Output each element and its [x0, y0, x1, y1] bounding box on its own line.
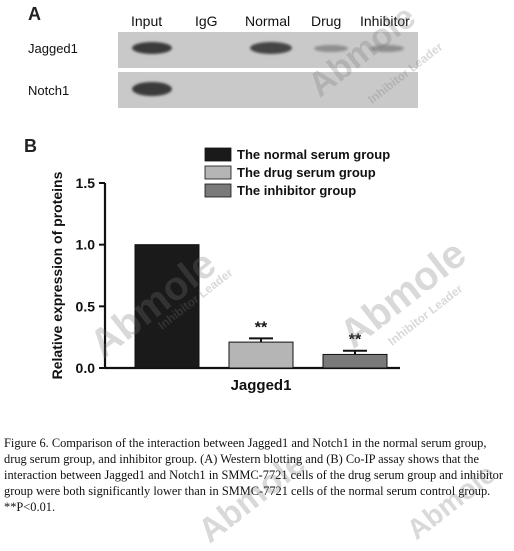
blot-row-label-notch1: Notch1	[28, 83, 70, 98]
significance-label: **	[255, 319, 268, 336]
bar-chart: 0.0 0.5 1.0 1.5 Relative expression of prote…	[49, 147, 400, 394]
figure-caption: Figure 6. Comparison of the interaction …	[4, 436, 503, 514]
x-category-label: Jagged1	[231, 377, 292, 394]
lane-label-normal: Normal	[245, 13, 291, 29]
band-jagged1-inhibitor	[370, 45, 404, 52]
band-jagged1-normal	[250, 42, 292, 54]
y-tick-label: 1.5	[76, 175, 96, 191]
figure-page: A Input IgG Normal Drug Inhibitor Jagged…	[4, 0, 503, 550]
y-tick-label: 1.0	[76, 237, 96, 253]
bar-1	[134, 244, 200, 369]
legend-swatch-2	[204, 165, 232, 180]
y-axis-label: Relative expression of proteins	[49, 171, 65, 379]
blot-row-label-jagged1: Jagged1	[28, 41, 78, 56]
lane-label-igg: IgG	[195, 13, 218, 29]
blot-strip-notch1	[118, 72, 418, 108]
y-tick-label: 0.5	[76, 298, 96, 314]
lane-label-input: Input	[131, 13, 163, 29]
lane-label-inhibitor: Inhibitor	[360, 13, 410, 29]
band-jagged1-drug	[314, 45, 348, 52]
legend-swatch-3	[204, 183, 232, 198]
blot-strip-jagged1	[118, 32, 418, 68]
bar-3	[322, 353, 388, 369]
legend-label-3: The inhibitor group	[237, 183, 356, 198]
bar-2	[228, 341, 294, 369]
band-jagged1-input	[132, 42, 172, 54]
band-notch1-input	[132, 82, 172, 96]
legend-label-2: The drug serum group	[237, 165, 376, 180]
significance-label: **	[349, 332, 362, 349]
legend-swatch-1	[204, 147, 232, 162]
y-tick-label: 0.0	[76, 360, 96, 376]
panel-b-letter: B	[24, 136, 37, 156]
panel-a-letter: A	[28, 4, 41, 24]
lane-label-drug: Drug	[311, 13, 342, 29]
legend-label-1: The normal serum group	[237, 147, 390, 162]
